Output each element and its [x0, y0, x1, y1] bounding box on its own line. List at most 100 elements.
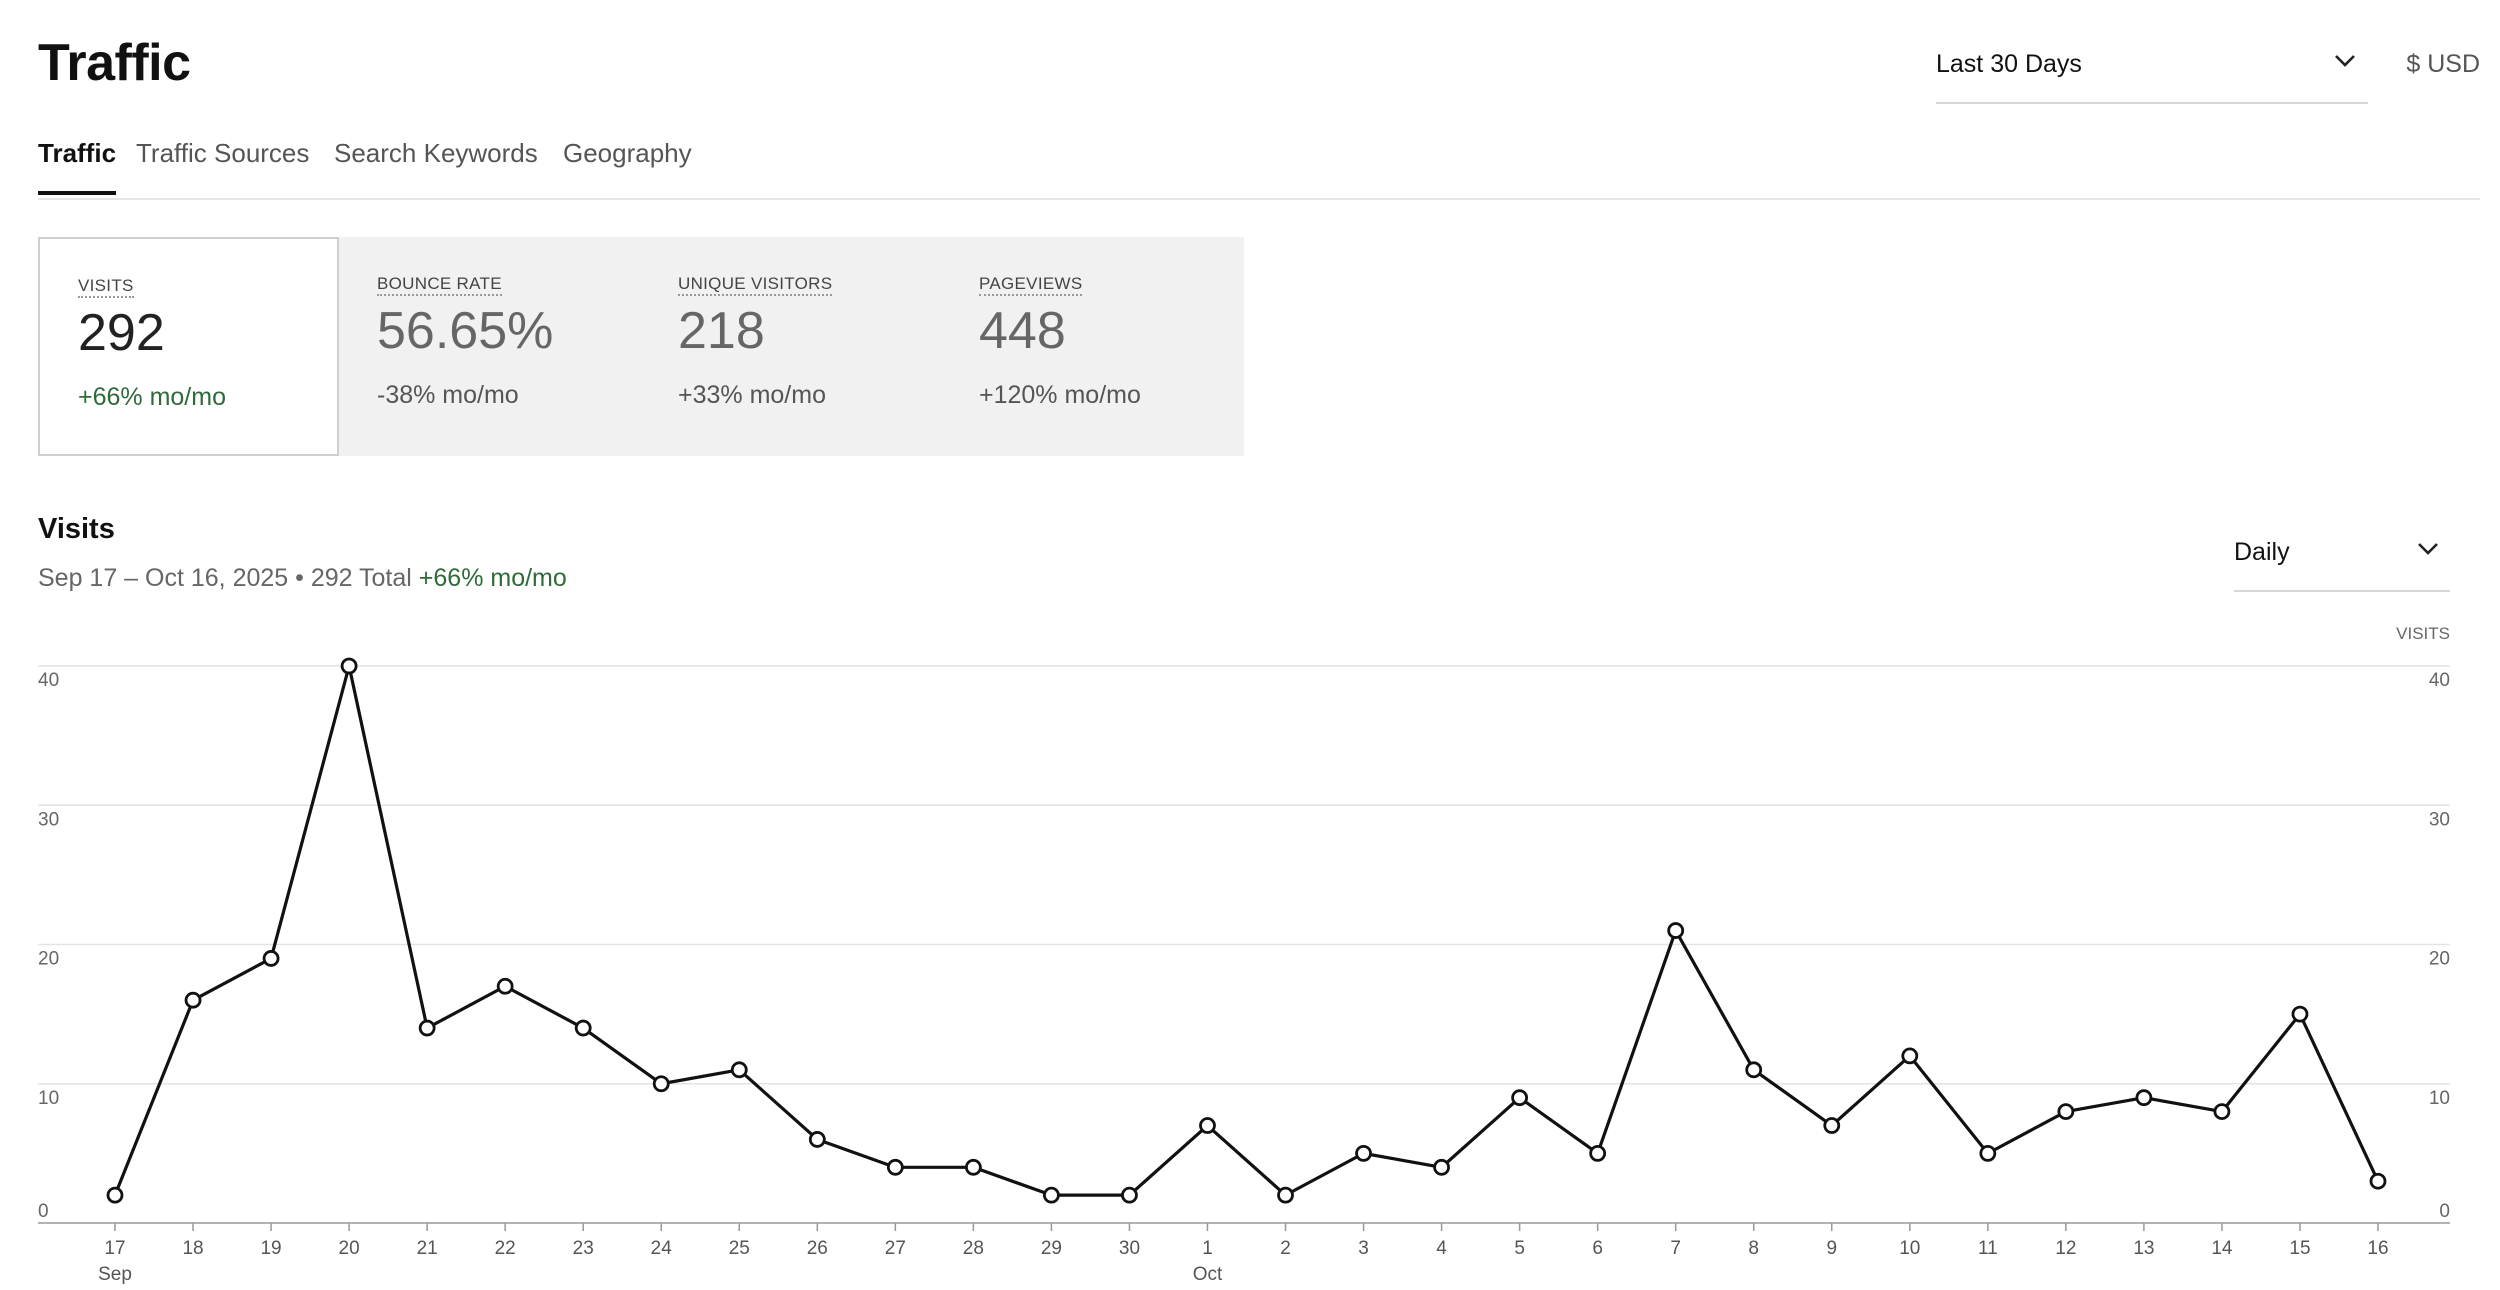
data-point: [652, 1075, 670, 1093]
x-tick-label: 29: [1041, 1238, 1062, 1259]
x-tick-label: 28: [963, 1238, 984, 1259]
x-tick-label: 7: [1670, 1238, 1681, 1259]
x-tick-label: 3: [1358, 1238, 1369, 1259]
x-tick-label: 23: [573, 1238, 594, 1259]
data-point: [1745, 1061, 1763, 1079]
metric-card-unique-visitors[interactable]: UNIQUE VISITORS 218 +33% mo/mo: [640, 237, 941, 456]
data-point: [1043, 1186, 1060, 1204]
data-point: [1823, 1117, 1841, 1134]
data-point: [340, 657, 358, 675]
y-tick-label-left: 40: [38, 670, 59, 691]
y-tick-label-right: 0: [2439, 1201, 2450, 1222]
y-tick-label-right: 40: [2429, 670, 2450, 691]
x-tick-label: 30: [1119, 1238, 1140, 1259]
metric-change: -38% mo/mo: [377, 381, 519, 409]
metric-value: 448: [979, 302, 1066, 360]
metric-label: PAGEVIEWS: [979, 274, 1083, 296]
y-tick-label-right: 20: [2429, 949, 2450, 970]
data-point: [574, 1019, 592, 1037]
x-month-label: Sep: [98, 1264, 132, 1285]
x-month-label: Oct: [1193, 1264, 1223, 1285]
x-tick-label: 14: [2211, 1238, 2233, 1259]
interval-select[interactable]: Daily: [2234, 520, 2450, 592]
x-tick-label: 22: [495, 1238, 516, 1259]
chart-subtitle-range: Sep 17 – Oct 16, 2025 • 292 Total: [38, 564, 412, 592]
metric-card-bounce-rate[interactable]: BOUNCE RATE 56.65% -38% mo/mo: [339, 237, 640, 456]
x-tick-label: 6: [1592, 1238, 1603, 1259]
chart-title: Visits: [38, 513, 115, 545]
data-point: [1355, 1144, 1372, 1162]
x-tick-label: 11: [1978, 1238, 1998, 1259]
x-tick-label: 4: [1436, 1238, 1447, 1259]
data-point: [964, 1158, 982, 1176]
x-tick-label: 17: [104, 1238, 125, 1259]
x-tick-label: 19: [260, 1238, 281, 1259]
x-tick-label: 24: [651, 1238, 673, 1259]
x-tick-label: 9: [1826, 1238, 1837, 1259]
chart-subtitle-change: +66% mo/mo: [418, 564, 567, 592]
data-point: [2291, 1005, 2309, 1023]
tab-traffic-sources[interactable]: Traffic Sources: [136, 138, 310, 168]
data-point: [886, 1158, 904, 1176]
metric-value: 218: [678, 302, 765, 360]
data-point: [2369, 1172, 2387, 1190]
data-point: [106, 1186, 124, 1204]
data-point: [496, 977, 514, 995]
data-point: [1667, 922, 1685, 939]
data-point: [1199, 1117, 1216, 1134]
data-point: [1511, 1089, 1529, 1107]
x-tick-label: 15: [2289, 1238, 2310, 1259]
metric-card-pageviews[interactable]: PAGEVIEWS 448 +120% mo/mo: [941, 237, 1242, 456]
metric-value: 56.65%: [377, 302, 554, 360]
x-tick-label: 5: [1514, 1238, 1525, 1259]
series-line-visits: [113, 664, 2380, 1197]
metric-card-visits[interactable]: VISITS 292 +66% mo/mo: [38, 237, 339, 456]
y-tick-label-right: 30: [2429, 809, 2450, 830]
x-tick-label: 10: [1899, 1238, 1920, 1259]
data-point: [418, 1019, 436, 1037]
data-point: [1901, 1047, 1919, 1065]
tab-bar: Traffic Traffic Sources Search Keywords …: [38, 130, 2480, 200]
tab-geography[interactable]: Geography: [563, 138, 692, 168]
metric-value: 292: [78, 304, 165, 362]
date-range-label: Last 30 Days: [1936, 50, 2082, 78]
x-tick-label: 20: [339, 1238, 360, 1259]
data-point: [1979, 1144, 1997, 1162]
metric-label: BOUNCE RATE: [377, 274, 502, 296]
x-tick-label: 1: [1202, 1238, 1213, 1259]
x-tick-label: 27: [885, 1238, 906, 1259]
chart-subtitle: Sep 17 – Oct 16, 2025 • 292 Total +66% m…: [38, 564, 567, 593]
y-tick-label-left: 30: [38, 809, 59, 830]
right-axis-label: VISITS: [2396, 624, 2450, 643]
metric-change: +120% mo/mo: [979, 381, 1141, 409]
y-tick-label-right: 10: [2429, 1088, 2450, 1109]
data-point: [2135, 1089, 2153, 1107]
y-tick-label-left: 10: [38, 1088, 59, 1109]
metric-label: VISITS: [78, 276, 134, 298]
date-range-select[interactable]: Last 30 Days: [1936, 38, 2368, 104]
data-point: [808, 1131, 826, 1148]
page-title: Traffic: [38, 34, 191, 92]
data-point: [2057, 1103, 2075, 1121]
x-tick-label: 26: [807, 1238, 828, 1259]
data-point: [730, 1061, 748, 1079]
metric-change: +33% mo/mo: [678, 381, 826, 409]
x-tick-label: 13: [2133, 1238, 2154, 1259]
chevron-down-icon: [2418, 543, 2438, 555]
interval-label: Daily: [2234, 538, 2290, 566]
data-point: [1589, 1144, 1607, 1162]
tab-traffic[interactable]: Traffic: [38, 138, 117, 195]
currency-label: $ USD: [2406, 50, 2480, 78]
tab-search-keywords[interactable]: Search Keywords: [334, 138, 538, 168]
data-point: [262, 950, 280, 967]
chevron-down-icon: [2335, 55, 2355, 67]
data-point: [1121, 1186, 1138, 1204]
data-point: [1277, 1186, 1294, 1204]
x-tick-label: 25: [729, 1238, 750, 1259]
y-tick-label-left: 0: [38, 1201, 49, 1222]
x-tick-label: 8: [1748, 1238, 1759, 1259]
x-tick-label: 18: [182, 1238, 203, 1259]
x-tick-label: 2: [1280, 1238, 1291, 1259]
metric-label: UNIQUE VISITORS: [678, 274, 833, 296]
